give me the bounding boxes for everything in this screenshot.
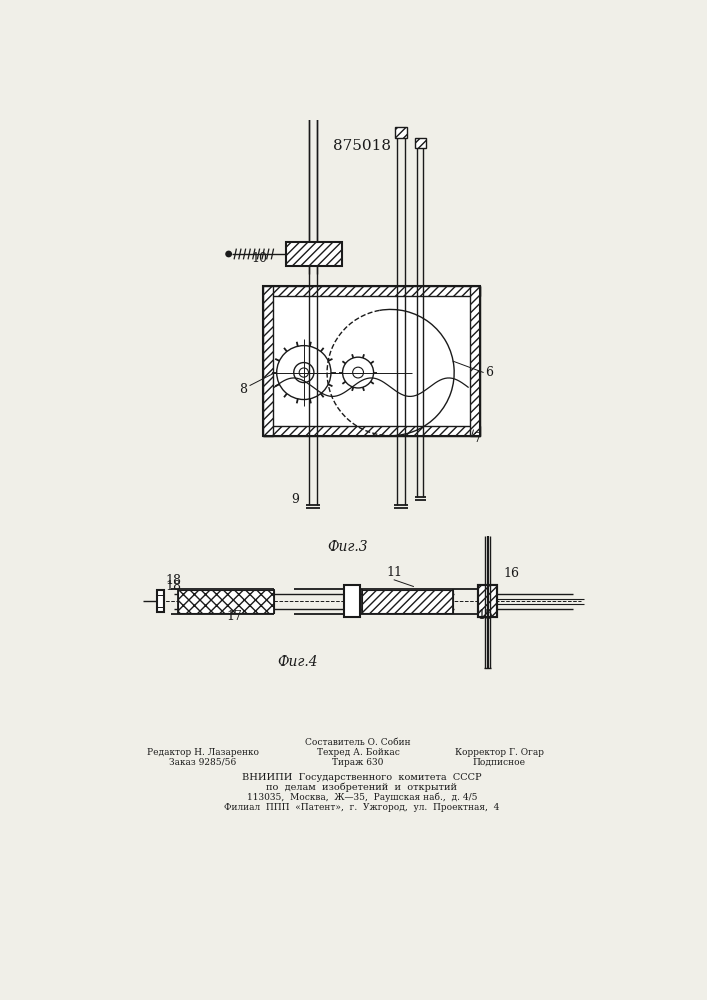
Bar [263,286,480,296]
Bar [263,426,480,436]
Bar [362,590,452,613]
Text: 18: 18 [166,574,182,587]
Bar [395,127,407,138]
Text: 8: 8 [240,383,247,396]
Text: 113035,  Москва,  Ж—35,  Раушская наб.,  д. 4/5: 113035, Москва, Ж—35, Раушская наб., д. … [247,793,477,802]
Text: 16: 16 [503,567,519,580]
Bar [263,286,273,436]
Bar [414,138,426,148]
Text: Филиал  ППП  «Патент»,  г.  Ужгород,  ул.  Проектная,  4: Филиал ППП «Патент», г. Ужгород, ул. Про… [224,803,500,812]
Text: 11: 11 [387,566,403,579]
Bar [273,296,469,426]
Circle shape [226,251,231,257]
Text: Техред А. Бойкас: Техред А. Бойкас [317,748,399,757]
Text: 10: 10 [251,252,267,265]
Text: 6: 6 [485,366,493,379]
Bar [478,585,497,617]
Text: Заказ 9285/56: Заказ 9285/56 [170,758,237,767]
Text: ВНИИПИ  Государственного  комитета  СССР: ВНИИПИ Государственного комитета СССР [242,773,481,782]
Text: Составитель О. Собин: Составитель О. Собин [305,738,411,747]
Bar [344,585,360,617]
Text: 9: 9 [291,493,299,506]
Text: Подписное: Подписное [472,758,525,767]
Bar [469,286,480,436]
Bar [263,286,480,436]
Bar [156,590,164,612]
Text: 7: 7 [474,432,481,445]
Bar [286,242,341,266]
Text: Редактор Н. Лазаренко: Редактор Н. Лазаренко [147,748,259,757]
Text: Тираж 630: Тираж 630 [332,758,384,767]
Text: по  делам  изобретений  и  открытий: по делам изобретений и открытий [267,783,457,792]
Text: Фиг.4: Фиг.4 [277,655,318,669]
Text: Фиг.3: Фиг.3 [327,540,368,554]
Text: Корректор Г. Огар: Корректор Г. Огар [455,748,544,757]
Text: 17: 17 [226,610,243,623]
Text: 18: 18 [166,580,182,593]
Text: 875018: 875018 [333,139,391,153]
Bar [177,590,274,613]
Bar [478,585,497,617]
Text: 15: 15 [477,609,493,622]
